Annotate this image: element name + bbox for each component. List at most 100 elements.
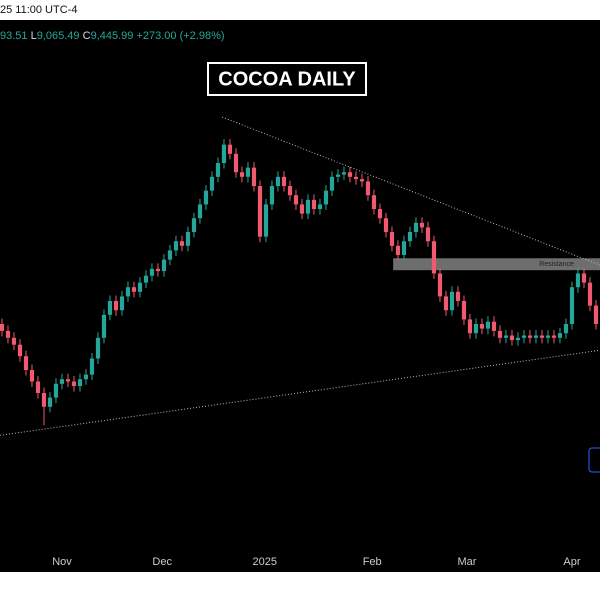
candle-body: [497, 330, 503, 338]
candle-body: [461, 301, 467, 320]
candle-body: [101, 314, 107, 338]
candle-body: [245, 167, 251, 177]
candle-body: [527, 335, 533, 338]
scroll-button[interactable]: [588, 447, 600, 473]
candle-body: [47, 397, 53, 407]
candle-body: [521, 335, 527, 338]
candle-body: [419, 222, 425, 228]
candle-body: [263, 204, 269, 237]
candle-body: [563, 324, 569, 334]
high-value: 93.51: [0, 30, 28, 42]
candle-body: [119, 296, 125, 311]
candle-body: [131, 287, 137, 292]
candle-body: [5, 330, 11, 338]
x-tick-label: Nov: [52, 556, 72, 568]
candle-body: [587, 282, 593, 306]
candle-body: [467, 319, 473, 334]
candle-body: [11, 337, 17, 345]
candle-body: [449, 291, 455, 311]
candle-body: [323, 190, 329, 205]
title-box: [207, 62, 367, 96]
candle-body: [503, 335, 509, 338]
candle-body: [185, 232, 191, 246]
candle-body: [239, 172, 245, 177]
candle-body: [143, 275, 149, 283]
candle-body: [275, 176, 281, 187]
candle-body: [479, 324, 485, 329]
candle-body: [35, 381, 41, 394]
candle-body: [0, 324, 5, 331]
candle-body: [305, 199, 311, 214]
candle-body: [383, 218, 389, 233]
candle-body: [251, 167, 257, 187]
candle-body: [311, 199, 317, 210]
candle-body: [473, 324, 479, 334]
trendline: [0, 349, 600, 436]
candle-body: [359, 179, 365, 182]
candle-body: [71, 381, 77, 387]
candle-body: [287, 186, 293, 196]
candle-body: [347, 172, 353, 177]
candle-body: [89, 358, 95, 375]
candle-body: [437, 273, 443, 297]
candle-body: [443, 296, 449, 311]
header-datetime: 25 11:00 UTC-4: [0, 4, 77, 16]
candle-body: [491, 321, 497, 331]
x-tick-label: Dec: [152, 556, 172, 568]
candle-body: [509, 335, 515, 341]
candle-body: [431, 241, 437, 274]
candle-body: [29, 370, 35, 382]
candle-body: [197, 204, 203, 219]
candle-body: [551, 335, 557, 338]
candle-body: [533, 335, 539, 338]
candle-body: [167, 250, 173, 260]
candle-body: [395, 245, 401, 256]
candle-body: [23, 356, 29, 371]
x-tick-label: Apr: [563, 556, 580, 568]
candle-body: [593, 305, 599, 325]
candle-body: [179, 241, 185, 246]
candle-body: [155, 268, 161, 272]
candle-body: [17, 344, 23, 357]
resistance-band: [393, 258, 600, 271]
candle-body: [575, 273, 581, 288]
candle-body: [515, 337, 521, 341]
candle-body: [227, 144, 233, 154]
candle-body: [209, 176, 215, 191]
candle-body: [317, 204, 323, 210]
candle-body: [53, 383, 59, 398]
candle-body: [545, 335, 551, 338]
candle-body: [569, 287, 575, 325]
candle-body: [113, 301, 119, 311]
candle-body: [83, 374, 89, 380]
candle-body: [137, 282, 143, 292]
candle-body: [149, 268, 155, 276]
low-label: L: [31, 30, 37, 42]
candle-body: [329, 176, 335, 191]
candle-body: [269, 186, 275, 205]
candle-body: [41, 393, 47, 407]
candle-body: [485, 321, 491, 329]
candle-body: [581, 273, 587, 283]
candle-body: [371, 195, 377, 210]
close-value: 9,445.99: [91, 30, 134, 42]
candle-body: [77, 379, 83, 387]
candle-body: [353, 176, 359, 180]
candle-body: [95, 337, 101, 359]
change-value: +273.00 (+2.98%): [136, 30, 224, 42]
candle-body: [293, 195, 299, 205]
candle-body: [557, 333, 563, 338]
candle-body: [203, 190, 209, 205]
chart-background: [0, 20, 600, 572]
candle-body: [59, 379, 65, 384]
candle-body: [407, 232, 413, 242]
candle-body: [173, 241, 179, 251]
x-tick-label: 2025: [253, 556, 277, 568]
candle-body: [401, 241, 407, 256]
candle-body: [425, 227, 431, 242]
candle-body: [341, 172, 347, 175]
resistance-label: Resistance: [539, 261, 574, 268]
x-tick-label: Feb: [363, 556, 382, 568]
candle-body: [299, 204, 305, 214]
